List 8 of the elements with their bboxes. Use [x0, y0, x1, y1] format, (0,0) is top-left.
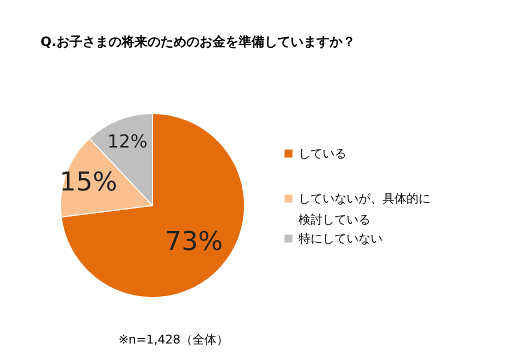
legend-label: している	[298, 146, 346, 160]
legend-label: していないが、具体的に検討している	[298, 192, 430, 226]
data-label: 12%	[107, 132, 148, 153]
chart-title: Q.お子さまの将来のためのお金を準備していますか？	[40, 35, 356, 50]
data-label: 15%	[60, 167, 118, 198]
text: ※n=1,428（全体）	[118, 332, 229, 346]
data-label: 73%	[165, 227, 223, 258]
legend-label: 特にしていない	[298, 232, 382, 246]
